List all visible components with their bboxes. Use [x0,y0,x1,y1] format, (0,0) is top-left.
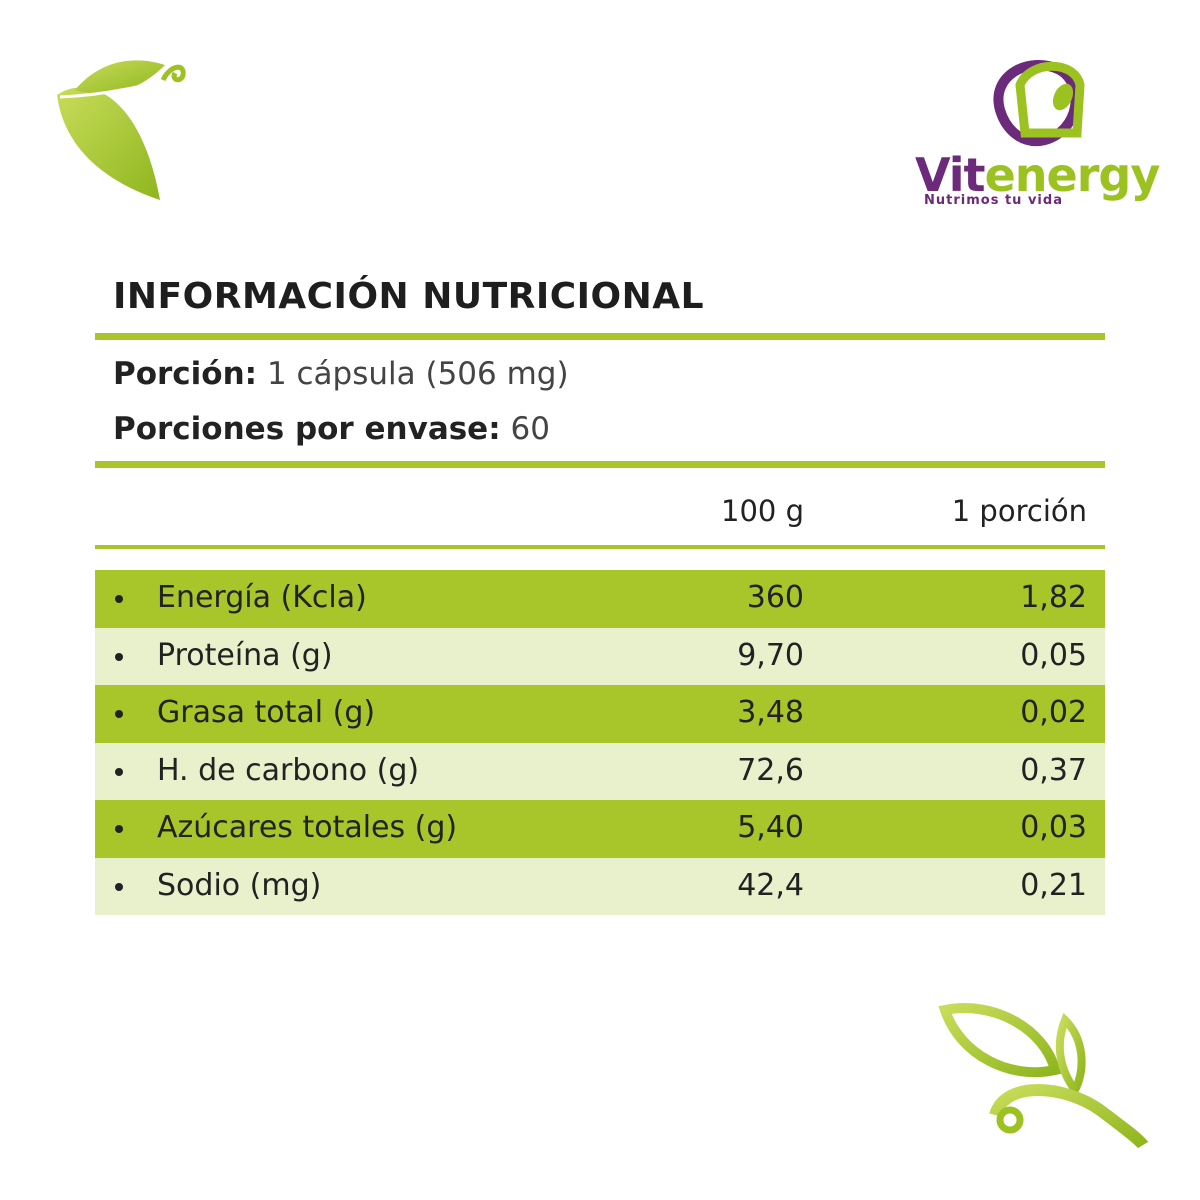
bullet [115,882,123,891]
servings-per-container: Porciones por envase: 60 [113,411,550,447]
value-100g: 360 [746,580,804,615]
table-row: Proteína (g) 9,70 0,05 [95,627,1105,685]
serving-label: Porción: [113,356,258,392]
divider [95,333,1105,340]
bullet [115,595,123,603]
bullet [115,710,123,718]
column-header: 100 g [721,494,804,528]
table-row: Grasa total (g) 3,48 0,02 [95,685,1105,743]
leaf-decoration [938,1003,1149,1149]
value-100g: 3,48 [737,695,804,730]
value-100g: 72,6 [737,752,804,788]
nutrient-name: Sodio (mg) [157,867,322,903]
table-row: Energía (Kcla) 360 1,82 [95,570,1105,628]
value-100g: 9,70 [737,637,804,673]
table-row: Sodio (mg) 42,4 0,21 [95,857,1105,915]
nutrient-name: Azúcares totales (g) [157,810,458,845]
servings-value: 60 [510,411,550,447]
bullet [115,652,123,661]
value-portion: 0,21 [1020,867,1087,903]
brand-part: Vit [915,148,986,202]
servings-label: Porciones por envase: [113,411,501,447]
divider [95,545,1105,549]
brand-part: energy [984,148,1161,202]
value-portion: 0,02 [1020,695,1087,730]
serving: Porción: 1 cápsula (506 mg) [113,356,569,392]
logo-icon [993,60,1085,147]
leaf-decoration [57,60,186,200]
brand-tagline: Nutrimos tu vida [924,193,1063,208]
serving-value: 1 cápsula (506 mg) [266,356,569,392]
value-100g: 5,40 [737,810,804,845]
bullet [115,825,123,833]
nutrient-name: Grasa total (g) [157,695,376,730]
table-row: Azúcares totales (g) 5,40 0,03 [95,800,1105,858]
bullet [115,767,123,776]
value-portion: 0,37 [1020,752,1087,788]
column-header: 1 porción [951,494,1087,528]
value-portion: 0,03 [1020,810,1087,845]
divider [95,461,1105,468]
title: INFORMACIÓN NUTRICIONAL [113,276,705,317]
nutrient-name: Energía (Kcla) [157,580,367,615]
nutrient-name: H. de carbono (g) [157,752,420,788]
nutrient-name: Proteína (g) [157,637,333,673]
brand-name: Vitenergy [915,148,1161,202]
value-portion: 1,82 [1020,580,1087,615]
value-100g: 42,4 [737,867,804,903]
value-portion: 0,05 [1020,637,1087,673]
table-row: H. de carbono (g) 72,6 0,37 [95,742,1105,800]
